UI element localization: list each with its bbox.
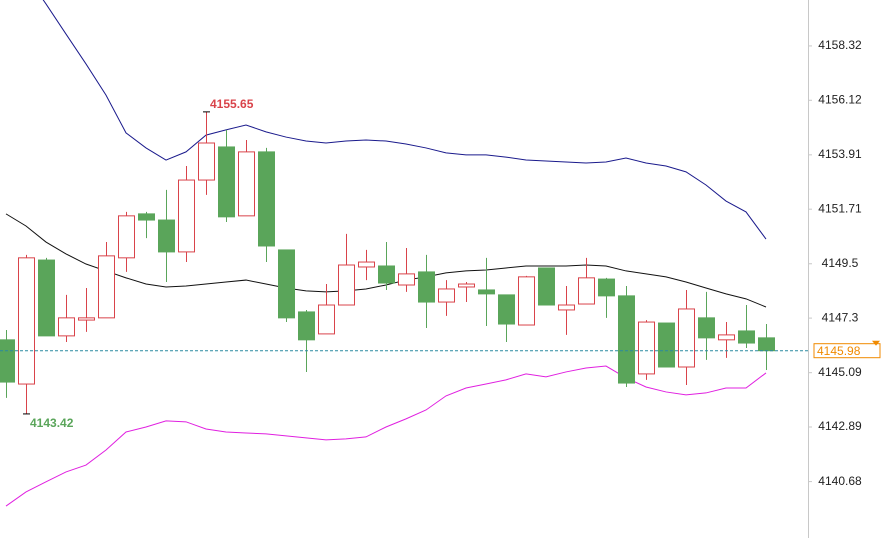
y-tick-label: 4149.5 [822, 256, 859, 270]
candle-body [258, 151, 275, 247]
y-tick-label: 4158.32 [818, 38, 862, 52]
last-price-label: 4145.98 [817, 344, 861, 358]
candle-body [0, 339, 15, 383]
candle-body [118, 215, 135, 259]
candle-body [278, 249, 295, 319]
y-tick-label: 4153.91 [818, 147, 862, 161]
min-label: 4143.42 [30, 416, 74, 430]
candle-body [398, 273, 415, 286]
candle-body [598, 278, 615, 297]
candle-body [138, 213, 155, 221]
candle-body [758, 337, 775, 352]
candle-body [478, 289, 495, 295]
candle-body [718, 334, 735, 341]
candle-body [578, 277, 595, 305]
candle-body [378, 265, 395, 284]
candle-body [418, 271, 435, 303]
last-price-arrow [872, 340, 880, 346]
y-tick-label: 4140.68 [818, 474, 862, 488]
y-tick-label: 4142.89 [818, 419, 862, 433]
candle-body [98, 255, 115, 319]
candle-body [558, 304, 575, 311]
candle-body [538, 267, 555, 306]
candle-body [178, 179, 195, 253]
candle-body [58, 317, 75, 337]
candle-body [38, 259, 55, 337]
y-tick-label: 4156.12 [818, 92, 862, 106]
candle-body [358, 261, 375, 268]
candle-body [438, 288, 455, 303]
candle-body [678, 308, 695, 368]
candle-body [458, 283, 475, 288]
candle-body [498, 294, 515, 325]
candle-body [238, 151, 255, 217]
candle-body [298, 311, 315, 341]
band-line [42, 0, 767, 240]
candle-body [318, 304, 335, 335]
candle-body [658, 322, 675, 368]
candle-body [78, 317, 95, 321]
band-line [5, 365, 767, 507]
y-tick-label: 4151.71 [818, 201, 862, 215]
candle-body [638, 321, 655, 375]
candle-body [738, 330, 755, 344]
y-tick-label: 4145.09 [818, 365, 862, 379]
candle-body [338, 264, 355, 306]
candle-body [218, 146, 235, 218]
candle-body [618, 295, 635, 384]
candle-body [518, 276, 535, 326]
last-price-box [813, 343, 881, 359]
candle-body [698, 317, 715, 339]
candle-body [18, 257, 35, 385]
candle-body [198, 142, 215, 181]
y-tick-label: 4147.3 [822, 310, 859, 324]
candle-body [158, 219, 175, 253]
max-label: 4155.65 [210, 97, 254, 111]
